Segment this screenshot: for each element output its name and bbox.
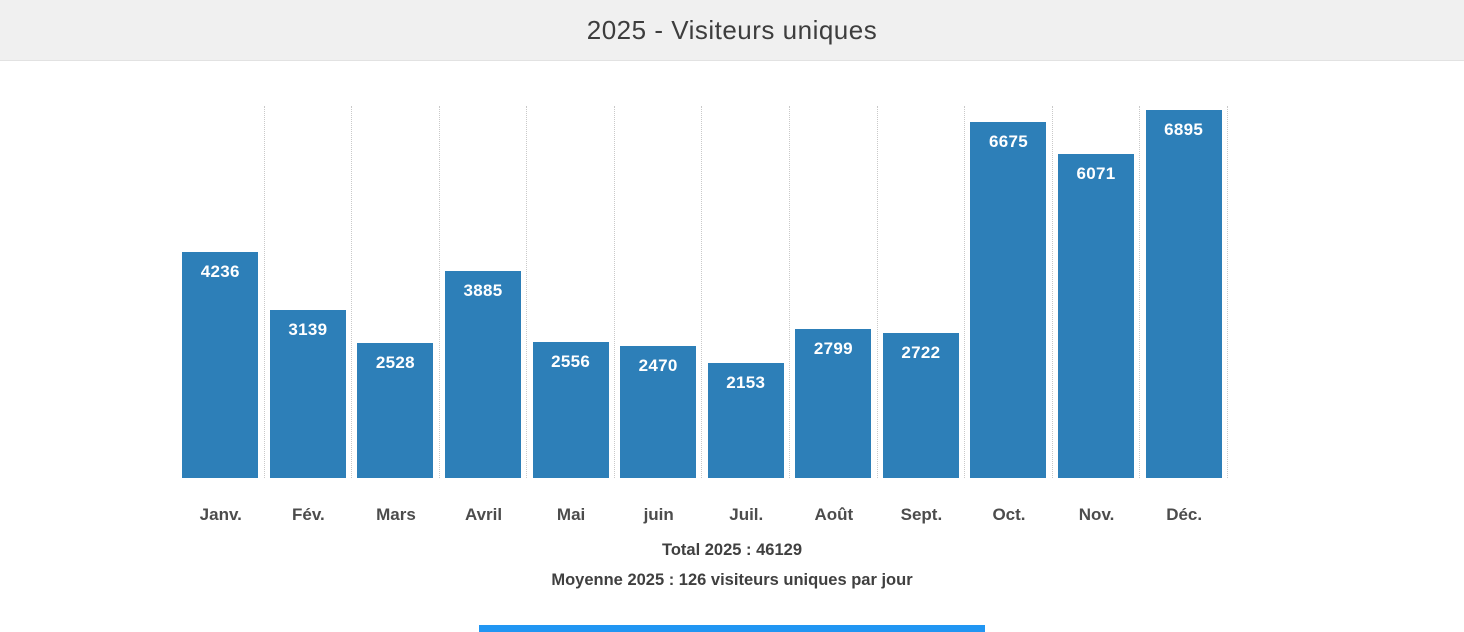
bar-column: 2528 [352,106,440,478]
month-label: Oct. [992,505,1026,524]
month-label: Avril [464,505,503,524]
bar-mai[interactable]: 2556 [532,342,609,478]
month-label: Mars [376,505,416,524]
page-title: 2025 - Visiteurs uniques [586,14,878,45]
month-label: Mai [556,505,586,524]
bar-column: 3139 [265,106,353,478]
month-label: Nov. [1078,505,1115,524]
title-band: 2025 - Visiteurs uniques [0,0,1464,61]
bar-column: 2722 [878,106,966,478]
bottom-blue-bar[interactable] [479,625,985,632]
bar-column: 6895 [1140,106,1228,478]
bar-nov[interactable]: 6071 [1058,154,1135,478]
month-labels: Janv. Fév. Mars Avril Mai juin Juil. Août Sept. O… [177,505,1228,525]
bar-column: 2556 [527,106,615,478]
bar-fév[interactable]: 3139 [269,310,346,478]
bar-column: 3885 [440,106,528,478]
bar-juin[interactable]: 2470 [620,346,697,478]
bar-value-label: 3139 [288,320,328,339]
month-label: Janv. [199,505,242,524]
bar-janv[interactable]: 4236 [182,252,259,478]
bar-mars[interactable]: 2528 [357,343,434,478]
bar-column: 2470 [615,106,703,478]
bar-déc[interactable]: 6895 [1145,110,1222,478]
bar-value-label: 2799 [813,339,853,358]
bar-sept[interactable]: 2722 [882,333,959,478]
bar-value-label: 2722 [901,343,941,362]
bar-column: 6071 [1053,106,1141,478]
bar-value-label: 6071 [1076,164,1116,183]
bar-column: 2799 [790,106,878,478]
bar-column: 6675 [965,106,1053,478]
bar-value-label: 2528 [375,353,415,372]
total-line: Total 2025 : 46129 [661,541,803,559]
month-label: juin [643,505,674,524]
summary-block: Total 2025 : 46129 Moyenne 2025 : 126 vi… [0,540,1464,590]
month-label: Fév. [291,505,325,524]
bar-avril[interactable]: 3885 [445,271,522,478]
month-label: Août [814,505,854,524]
bar-value-label: 4236 [200,262,240,281]
month-label: Sept. [900,505,943,524]
bar-column: 4236 [177,106,265,478]
bar-value-label: 2470 [638,356,678,375]
bar-août[interactable]: 2799 [795,329,872,478]
bar-value-label: 3885 [463,281,503,300]
bar-juil[interactable]: 2153 [707,363,784,478]
month-label: Déc. [1166,505,1203,524]
bar-chart: 4236 3139 2528 3885 2556 2470 2153 2799 2722 6675… [177,106,1228,478]
bar-column: 2153 [702,106,791,478]
bar-value-label: 6895 [1164,120,1204,139]
bar-oct[interactable]: 6675 [970,122,1047,478]
bar-value-label: 6675 [988,132,1028,151]
average-line: Moyenne 2025 : 126 visiteurs uniques par… [551,571,913,589]
bar-value-label: 2153 [726,373,766,392]
month-label: Juil. [729,505,764,524]
bar-value-label: 2556 [551,352,591,371]
